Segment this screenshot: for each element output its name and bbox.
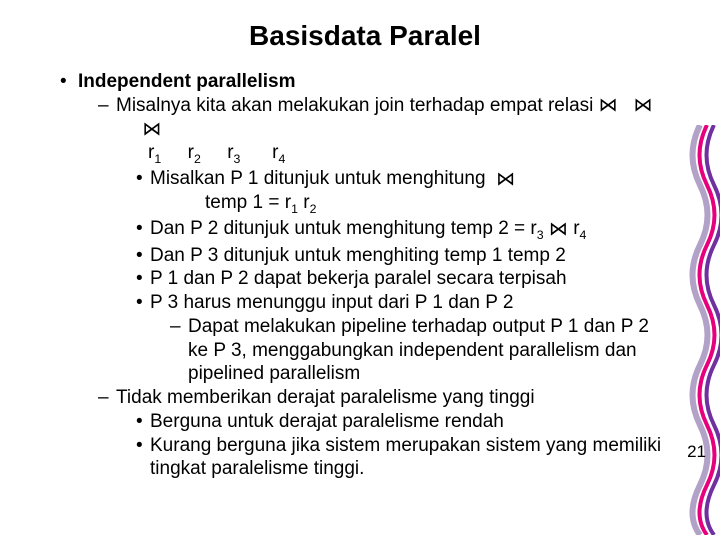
lvl1-heading: Independent parallelism	[78, 71, 296, 92]
lvl3-item: Berguna untuk derajat paralelisme rendah	[150, 410, 670, 434]
join-icon: ⋈	[142, 120, 161, 139]
join-icon: ⋈	[599, 96, 618, 115]
lvl4-item: Dapat melakukan pipeline terhadap output…	[188, 315, 670, 386]
join-icon: ⋈	[634, 96, 653, 115]
lvl2-text: Misalnya kita akan melakukan join terhad…	[116, 95, 593, 116]
lvl2-item: Misalnya kita akan melakukan join terhad…	[116, 94, 670, 386]
slide: Basisdata Paralel Independent parallelis…	[0, 0, 720, 540]
lvl3-item: Kurang berguna jika sistem merupakan sis…	[150, 434, 670, 482]
decorative-wave	[680, 125, 720, 535]
temp1-line: temp 1 = r1 r2	[150, 191, 670, 217]
lvl3-item: P 1 dan P 2 dapat bekerja paralel secara…	[150, 267, 670, 291]
join-icon: ⋈	[496, 170, 515, 189]
bullet-list: Independent parallelism Misalnya kita ak…	[60, 70, 670, 481]
lvl3-item: P 3 harus menunggu input dari P 1 dan P …	[150, 291, 670, 386]
join-icon: ⋈	[549, 220, 568, 239]
lvl3-item: Dan P 3 ditunjuk untuk menghiting temp 1…	[150, 244, 670, 268]
relation-line: r1 r2 r3 r4	[116, 141, 670, 167]
lvl3-item: Misalkan P 1 ditunjuk untuk menghitung ⋈…	[150, 167, 670, 217]
slide-title: Basisdata Paralel	[60, 20, 670, 52]
lvl1-item: Independent parallelism Misalnya kita ak…	[78, 70, 670, 481]
lvl2-item: Tidak memberikan derajat paralelisme yan…	[116, 386, 670, 481]
lvl3-item: Dan P 2 ditunjuk untuk menghitung temp 2…	[150, 217, 670, 243]
page-number: 21	[687, 442, 706, 462]
